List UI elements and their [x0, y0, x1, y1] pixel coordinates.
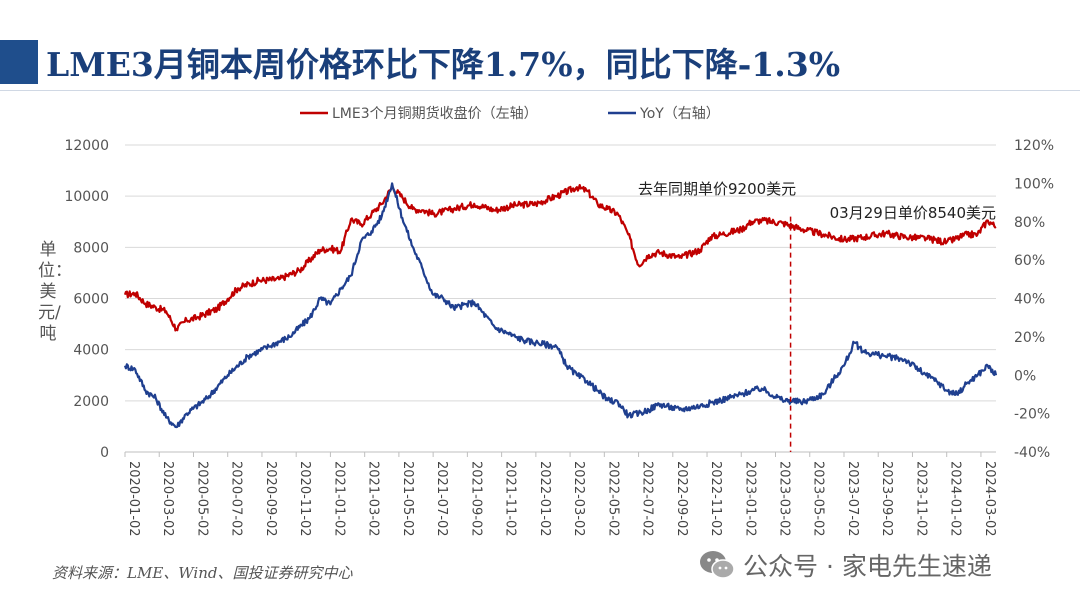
annotations: 去年同期单价9200美元 03月29日单价8540美元 — [638, 180, 996, 452]
x-tick-label: 2020-01-02 — [126, 461, 141, 537]
x-tick-label: 2022-07-02 — [640, 461, 655, 537]
annotation-label-current: 03月29日单价8540美元 — [830, 204, 996, 222]
legend-label: LME3个月铜期货收盘价（左轴） — [332, 105, 538, 122]
x-tick-label: 2020-11-02 — [297, 461, 312, 537]
series-layer — [123, 182, 998, 429]
y-left-tick-label: 4000 — [73, 343, 109, 359]
x-tick-label: 2021-11-02 — [503, 461, 518, 537]
source-note: 资料来源：LME、Wind、国投证券研究中心 — [52, 564, 353, 582]
x-tick-label: 2021-03-02 — [366, 461, 381, 537]
y-left-tick-label: 0 — [100, 445, 109, 461]
watermark: 公众号 · 家电先生速递 — [697, 545, 992, 585]
y-left-tick-label: 6000 — [73, 292, 109, 308]
x-tick-label: 2023-07-02 — [845, 461, 860, 537]
x-tick-label: 2023-09-02 — [879, 461, 894, 537]
x-tick-label: 2021-07-02 — [434, 461, 449, 537]
watermark-text: 公众号 · 家电先生速递 — [743, 552, 992, 581]
legend: LME3个月铜期货收盘价（左轴） YoY（右轴） — [300, 105, 720, 122]
y-right-tick-label: 60% — [1014, 253, 1045, 269]
x-tick-label: 2023-11-02 — [913, 461, 928, 537]
y-right-tick-label: 20% — [1014, 330, 1045, 346]
y-right-tick-label: 100% — [1014, 176, 1054, 192]
x-tick-label: 2021-09-02 — [468, 461, 483, 537]
x-tick-label: 2022-05-02 — [605, 461, 620, 537]
y-left-tick-label: 12000 — [64, 138, 109, 154]
y-right-tick-label: 0% — [1014, 368, 1036, 384]
y-right-tick-label: 80% — [1014, 215, 1045, 231]
title-accent-bar — [0, 40, 38, 84]
x-tick-label: 2020-05-02 — [194, 461, 209, 537]
x-tick-label: 2023-05-02 — [811, 461, 826, 537]
x-tick-label: 2021-05-02 — [400, 461, 415, 537]
x-tick-label: 2022-03-02 — [571, 461, 586, 537]
y-axis-left-label: 单位：美元/吨 — [38, 240, 72, 344]
y-right-tick-label: 120% — [1014, 138, 1054, 154]
series-line-yoy — [123, 182, 998, 429]
x-tick-label: 2023-03-02 — [777, 461, 792, 537]
y-right-tick-label: 40% — [1014, 292, 1045, 308]
y-left-tick-label: 2000 — [73, 394, 109, 410]
gridlines — [125, 144, 996, 402]
x-tick-label: 2020-09-02 — [263, 461, 278, 537]
x-tick-label: 2023-01-02 — [742, 461, 757, 537]
y-left-tick-label: 10000 — [64, 189, 109, 205]
x-tick-label: 2024-01-02 — [948, 461, 963, 537]
wechat-icon — [700, 551, 735, 579]
x-tick-label: 2022-11-02 — [708, 461, 723, 537]
y-left-tick-label: 8000 — [73, 240, 109, 256]
x-tick-label: 2020-07-02 — [229, 461, 244, 537]
page-title: LME3月铜本周价格环比下降1.7%，同比下降-1.3% — [46, 45, 841, 84]
series-line-price — [123, 184, 997, 332]
legend-label: YoY（右轴） — [639, 106, 720, 122]
title-divider — [0, 90, 1080, 91]
axes: 0 2000 4000 6000 8000 10000 12000 -40% -20% 0% 20%… — [64, 138, 1054, 537]
x-tick-label: 2024-03-02 — [982, 461, 997, 537]
x-tick-label: 2021-01-02 — [331, 461, 346, 537]
x-tick-label: 2022-01-02 — [537, 461, 552, 537]
x-tick-label: 2020-03-02 — [160, 461, 175, 537]
annotation-label-last-year: 去年同期单价9200美元 — [638, 180, 796, 198]
x-tick-label: 2022-09-02 — [674, 461, 689, 537]
y-right-tick-label: -40% — [1014, 445, 1050, 461]
y-right-tick-label: -20% — [1014, 407, 1050, 423]
